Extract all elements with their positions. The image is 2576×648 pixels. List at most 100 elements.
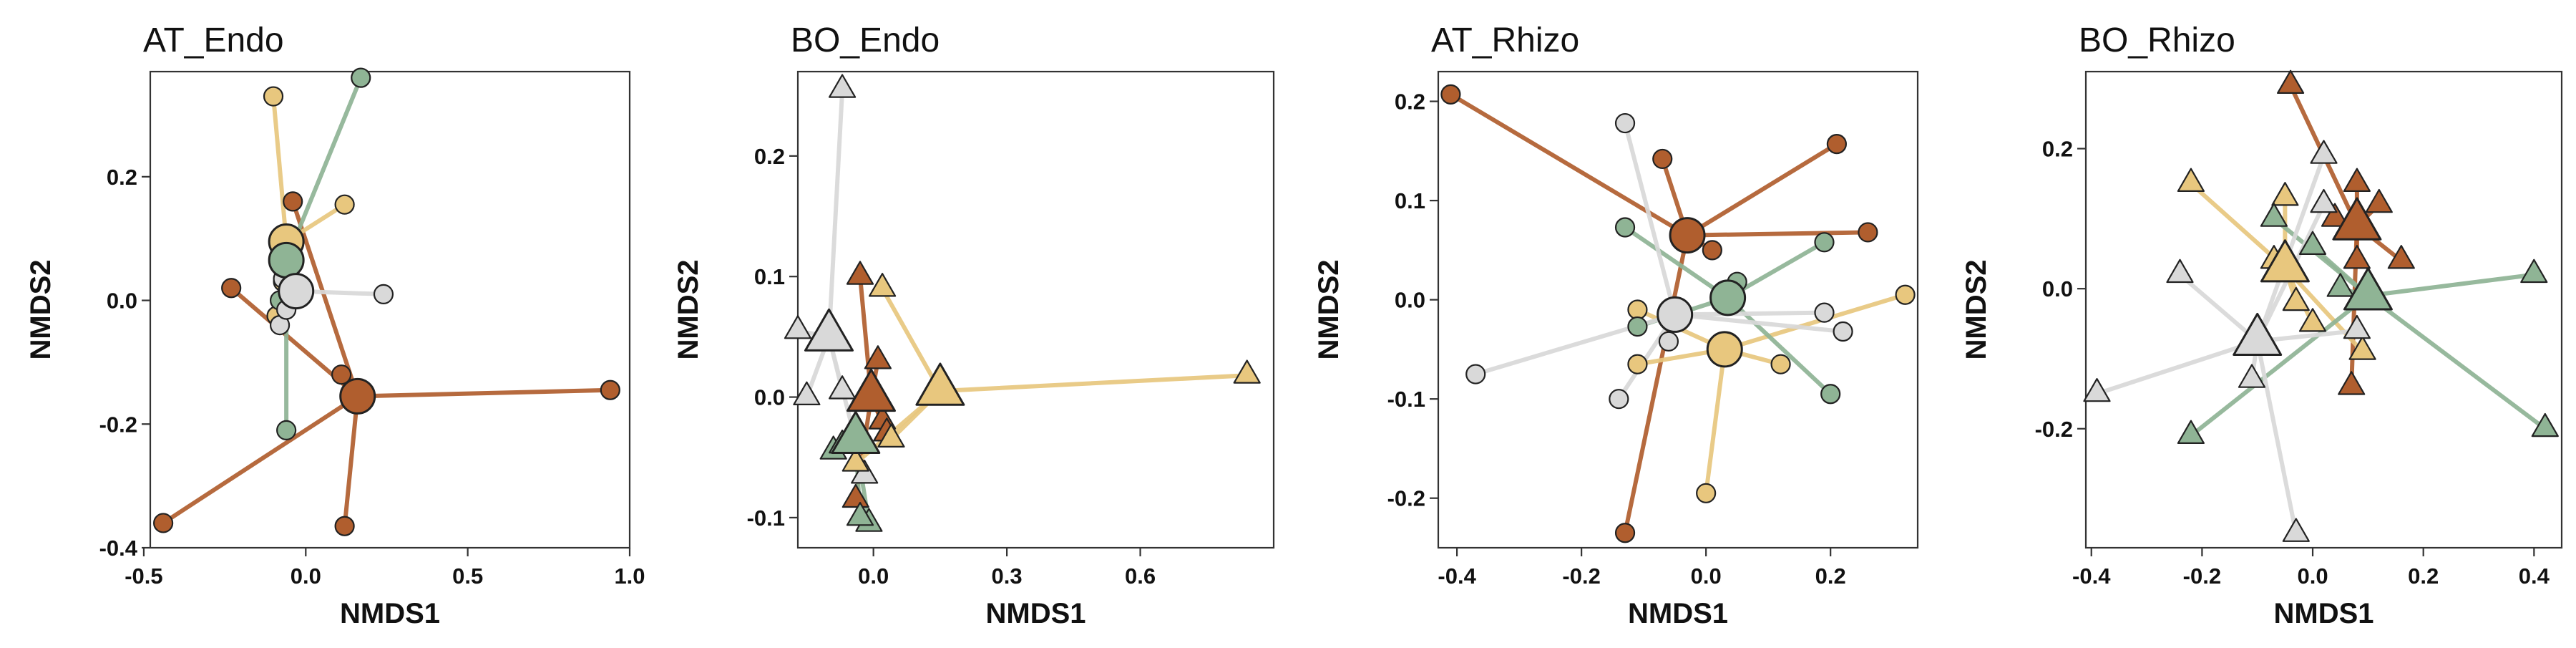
sample-point [2282, 518, 2310, 542]
panel-bo-rhizo: BO_Rhizo -0.4 -0.2 0.0 0.2 0.4 -0.2 0.0 0.2 NMDS1… [1961, 21, 2563, 629]
sample-point [2277, 69, 2305, 94]
spider-line [2366, 272, 2537, 298]
spider-line [2094, 339, 2260, 396]
group-centroid [2260, 239, 2310, 283]
panel-at-endo: AT_Endo -0.5 0.0 0.5 1.0 -0.4 -0.2 0.0 0.2 NMDS1 N… [25, 21, 645, 629]
x-axis-label: NMDS1 [1628, 598, 1728, 629]
sample-point [2321, 203, 2349, 227]
group-centroid [278, 273, 315, 310]
sample-point [1696, 483, 1717, 503]
sample-point [841, 483, 869, 508]
sample-point [2338, 371, 2366, 395]
sample-point [1658, 331, 1679, 352]
x-tick-label: 1.0 [614, 564, 645, 589]
plot-frame [796, 70, 1275, 549]
sample-point [1814, 302, 1835, 323]
sample-point [2531, 412, 2559, 437]
sample-point [221, 278, 242, 299]
x-tick-label: -0.4 [2072, 564, 2111, 589]
group-centroid [1669, 217, 1706, 254]
x-tick-label: 0.5 [452, 564, 483, 589]
y-tick-label: -0.1 [747, 506, 785, 531]
spider-line [1623, 233, 1690, 536]
spider-line [880, 286, 942, 394]
sample-point [2343, 245, 2371, 269]
sample-point [331, 364, 352, 385]
sample-point [351, 67, 371, 88]
sample-point [283, 191, 303, 212]
x-axis-label: NMDS1 [340, 598, 440, 629]
sample-point [276, 420, 297, 441]
sample-point [1820, 384, 1841, 405]
sample-point [2365, 188, 2393, 213]
group-centroid [847, 368, 896, 412]
sample-point [1609, 389, 1629, 410]
sample-point [1614, 217, 1636, 238]
sample-point [828, 375, 857, 400]
group-centroid [2343, 267, 2393, 311]
group-centroid [804, 308, 854, 352]
sample-point [877, 423, 905, 448]
spider-line [1685, 230, 1870, 238]
x-tick-label: 0.0 [291, 564, 321, 589]
spider-line [937, 373, 1249, 394]
sample-point [1833, 321, 1853, 342]
y-tick-label: 0.0 [2042, 276, 2073, 301]
x-tick-label: 0.6 [1125, 564, 1156, 589]
sample-point [1614, 112, 1636, 134]
y-axis-label: NMDS2 [673, 259, 704, 359]
sample-point [1702, 240, 1722, 261]
spider-line [2255, 328, 2359, 344]
x-tick-label: 0.0 [858, 564, 889, 589]
spider-line [2188, 293, 2371, 438]
sample-point [2298, 231, 2327, 255]
sample-point [1627, 299, 1648, 320]
spider-line [1448, 92, 1690, 238]
sample-point [1440, 84, 1461, 105]
spider-line [271, 94, 289, 244]
y-tick-label: -0.2 [2035, 417, 2073, 442]
y-tick-label: -0.2 [99, 412, 137, 437]
group-centroid [1706, 331, 1743, 368]
sample-point [1814, 232, 1835, 253]
sample-point [1614, 523, 1636, 543]
panel-title: BO_Endo [791, 21, 940, 59]
x-tick-label: -0.2 [1562, 564, 1600, 589]
sample-point [263, 86, 284, 107]
sample-point [2298, 308, 2327, 332]
sample-point [1895, 284, 1916, 305]
group-centroid [1657, 296, 1694, 333]
group-centroid [2233, 312, 2283, 356]
x-tick-label: 0.2 [2408, 564, 2439, 589]
sample-point [334, 194, 355, 215]
sample-point [1627, 316, 1648, 337]
sample-point [841, 448, 869, 472]
y-tick-label: 0.1 [754, 264, 785, 289]
sample-point [373, 284, 394, 305]
sample-point [2260, 203, 2288, 227]
sample-point [1627, 354, 1648, 374]
sample-point [2166, 258, 2194, 284]
x-axis-label: NMDS1 [985, 598, 1085, 629]
x-tick-label: -0.5 [125, 564, 162, 589]
y-axis-label: NMDS2 [25, 259, 57, 359]
spider-line [1672, 312, 1845, 334]
y-tick-label: 0.1 [1395, 188, 1425, 213]
sample-point [828, 74, 857, 98]
sample-point [2177, 168, 2205, 192]
x-tick-label: 0.0 [1691, 564, 1722, 589]
x-tick-label: 0.0 [2297, 564, 2328, 589]
group-centroid [268, 241, 305, 279]
sample-point [864, 345, 892, 369]
sample-point [1770, 354, 1791, 374]
group-centroid [831, 410, 881, 454]
sample-point [2348, 336, 2376, 360]
y-tick-label: 0.2 [1395, 90, 1425, 115]
sample-point [600, 379, 620, 400]
spider-line [2255, 339, 2298, 536]
y-axis-label: NMDS2 [1313, 259, 1345, 359]
y-tick-label: -0.4 [99, 536, 138, 561]
panel-at-rhizo: AT_Rhizo -0.4 -0.2 0.0 0.2 -0.2 -0.1 0.0 0.1 0.2 N… [1313, 21, 1919, 629]
spider-line [1685, 142, 1839, 238]
y-tick-label: 0.0 [107, 289, 137, 314]
